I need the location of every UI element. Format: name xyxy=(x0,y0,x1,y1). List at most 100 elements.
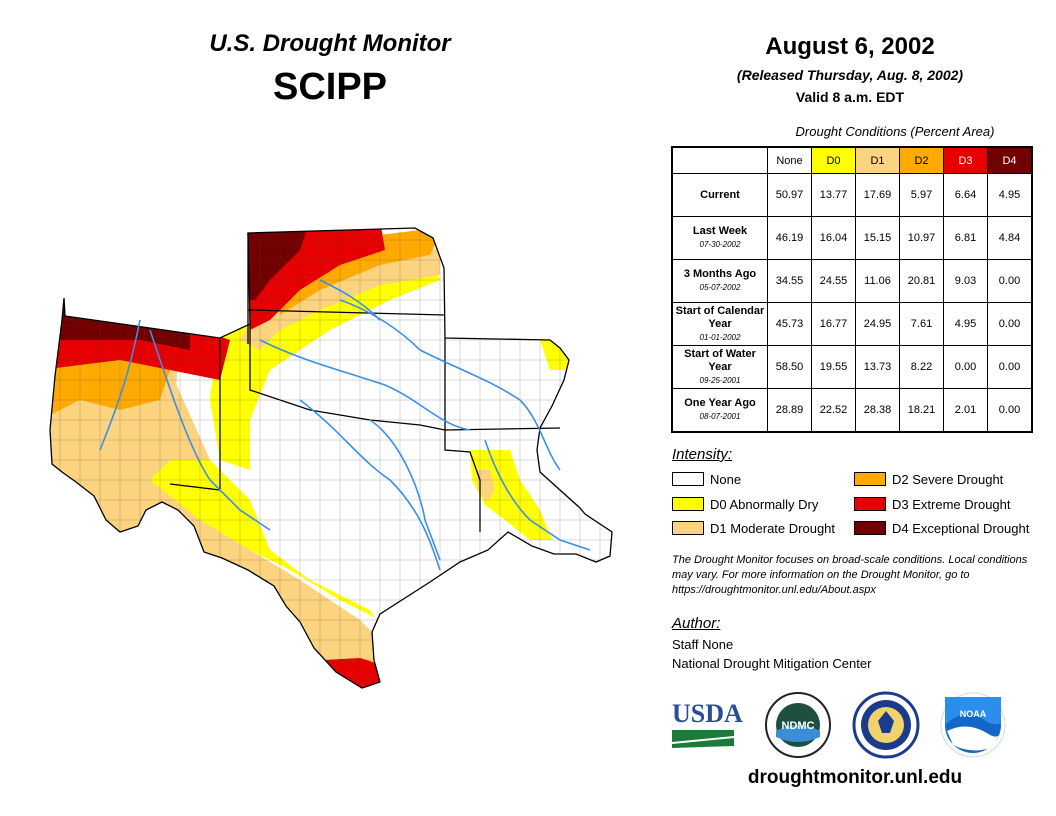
row-date: 09-25-2001 xyxy=(699,375,741,385)
svg-text:NOAA: NOAA xyxy=(960,709,987,719)
column-header: D3 xyxy=(943,146,988,174)
row-date: 05-07-2002 xyxy=(699,283,741,292)
row-label-text: Current xyxy=(700,188,740,201)
row-label-text: Last Week xyxy=(692,225,748,237)
table-caption: Drought Conditions (Percent Area) xyxy=(795,124,995,139)
row-label-text: Start of Water Year xyxy=(684,347,756,373)
legend-label: D4 Exceptional Drought xyxy=(892,520,1030,536)
table-cell: 0.00 xyxy=(987,302,1033,346)
table-row: 3 Months Ago 05-07-2002 34.55 24.55 11.06… xyxy=(671,259,1033,303)
legend-item-d0: D0 Abnormally Dry xyxy=(672,496,818,512)
legend-item-d3: D3 Extreme Drought xyxy=(854,496,1011,512)
column-header: D0 xyxy=(811,146,856,174)
table-row: Last Week 07-30-2002 46.19 16.04 15.15 10… xyxy=(671,216,1033,260)
table-cell: 20.81 xyxy=(899,259,944,303)
ndmc-logo: NDMC xyxy=(765,692,831,758)
row-label-text: Start of Calendar Year xyxy=(675,304,765,330)
table-cell: 16.77 xyxy=(811,302,856,346)
legend-swatch xyxy=(854,472,886,486)
date-title: August 6, 2002 xyxy=(765,33,935,60)
row-label: Last Week 07-30-2002 xyxy=(671,216,768,260)
table-row: Current 50.97 13.77 17.69 5.97 6.64 4.95 xyxy=(671,173,1033,217)
legend-item-d4: D4 Exceptional Drought xyxy=(854,520,1029,536)
column-header: D1 xyxy=(855,146,900,174)
noaa-logo: NOAA xyxy=(940,692,1006,758)
legend-swatch xyxy=(672,521,704,535)
row-label: 3 Months Ago 05-07-2002 xyxy=(671,259,768,303)
table-cell: 22.52 xyxy=(811,388,856,432)
table-cell: 6.64 xyxy=(943,173,988,217)
legend-title: Intensity: xyxy=(672,446,733,463)
table-cell: 9.03 xyxy=(943,259,988,303)
table-cell: 0.00 xyxy=(987,259,1033,303)
table-cell: 46.19 xyxy=(767,216,812,260)
legend-swatch xyxy=(672,472,704,486)
row-date: 01-01-2002 xyxy=(699,332,741,342)
table-cell: 5.97 xyxy=(899,173,944,217)
table-cell: 24.95 xyxy=(855,302,900,346)
table-cell: 28.89 xyxy=(767,388,812,432)
legend-swatch xyxy=(854,497,886,511)
table-cell: 0.00 xyxy=(987,345,1033,389)
table-cell: 0.00 xyxy=(943,345,988,389)
table-cell: 18.21 xyxy=(899,388,944,432)
table-cell: 6.81 xyxy=(943,216,988,260)
website-url[interactable]: droughtmonitor.unl.edu xyxy=(747,767,963,788)
table-cell: 4.84 xyxy=(987,216,1033,260)
region-title: SCIPP xyxy=(272,66,388,108)
table-cell: 10.97 xyxy=(899,216,944,260)
row-label: Current xyxy=(671,173,768,217)
row-label-text: One Year Ago xyxy=(684,396,756,409)
table-cell: 24.55 xyxy=(811,259,856,303)
legend-label: D0 Abnormally Dry xyxy=(710,496,819,512)
legend-swatch xyxy=(854,521,886,535)
table-cell: 4.95 xyxy=(987,173,1033,217)
agency-logos: USDA NDMC NOAA xyxy=(672,691,1006,759)
table-cell: 2.01 xyxy=(943,388,988,432)
disclaimer-note: The Drought Monitor focuses on broad-sca… xyxy=(672,554,1028,596)
legend-label: D1 Moderate Drought xyxy=(710,520,836,536)
usda-logo: USDA xyxy=(672,699,743,748)
drought-map xyxy=(49,227,613,689)
table-cell: 13.73 xyxy=(855,345,900,389)
table-row: Start of Water Year 09-25-2001 58.50 19.5… xyxy=(671,345,1033,389)
column-header: D2 xyxy=(899,146,944,174)
column-header: None xyxy=(767,146,812,174)
legend-label: D3 Extreme Drought xyxy=(892,496,1011,512)
table-cell: 17.69 xyxy=(855,173,900,217)
row-date: 07-30-2002 xyxy=(699,240,741,249)
table-cell: 0.00 xyxy=(987,388,1033,432)
table-row: Start of Calendar Year 01-01-2002 45.73 1… xyxy=(671,302,1033,346)
commerce-seal-logo xyxy=(852,691,920,759)
rivers xyxy=(99,279,591,571)
table-cell: 13.77 xyxy=(811,173,856,217)
table-cell: 34.55 xyxy=(767,259,812,303)
table-cell: 11.06 xyxy=(855,259,900,303)
svg-text:USDA: USDA xyxy=(672,699,743,728)
legend-item-d1: D1 Moderate Drought xyxy=(672,520,835,536)
table-cell: 16.04 xyxy=(811,216,856,260)
drought-conditions-table: None D0 D1 D2 D3 D4 Current 50.97 13.77 … xyxy=(671,146,1033,433)
table-cell: 58.50 xyxy=(767,345,812,389)
table-cell: 50.97 xyxy=(767,173,812,217)
row-date: 08-07-2001 xyxy=(699,411,741,421)
row-label-text: 3 Months Ago xyxy=(683,268,757,280)
table-header-row: None D0 D1 D2 D3 D4 xyxy=(672,146,1033,174)
table-cell: 4.95 xyxy=(943,302,988,346)
legend-label: None xyxy=(710,471,742,487)
table-corner xyxy=(672,147,768,174)
legend-item-d2: D2 Severe Drought xyxy=(854,471,1003,487)
row-label: Start of Water Year 09-25-2001 xyxy=(671,345,768,389)
row-label: One Year Ago 08-07-2001 xyxy=(671,388,768,432)
legend-item-none: None xyxy=(672,471,741,487)
valid-time: Valid 8 a.m. EDT xyxy=(795,89,905,105)
table-cell: 45.73 xyxy=(767,302,812,346)
legend-label: D2 Severe Drought xyxy=(892,471,1004,487)
table-row: One Year Ago 08-07-2001 28.89 22.52 28.38… xyxy=(671,388,1033,432)
row-label: Start of Calendar Year 01-01-2002 xyxy=(671,302,768,346)
column-header: D4 xyxy=(987,146,1033,174)
release-note: (Released Thursday, Aug. 8, 2002) xyxy=(736,67,964,83)
legend-swatch xyxy=(672,497,704,511)
table-cell: 19.55 xyxy=(811,345,856,389)
table-cell: 7.61 xyxy=(899,302,944,346)
